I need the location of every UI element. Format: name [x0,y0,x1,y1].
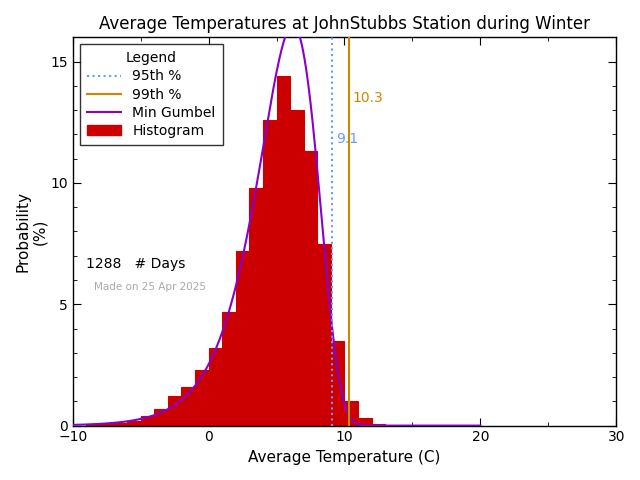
Bar [127,421,141,426]
Bar [358,418,372,426]
Bar [86,424,100,426]
Y-axis label: Probability
(%): Probability (%) [15,191,47,272]
Bar [181,387,195,426]
Bar [154,408,168,426]
Text: 9.1: 9.1 [336,132,358,146]
Text: Made on 25 Apr 2025: Made on 25 Apr 2025 [95,282,207,292]
Title: Average Temperatures at JohnStubbs Station during Winter: Average Temperatures at JohnStubbs Stati… [99,15,590,33]
X-axis label: Average Temperature (C): Average Temperature (C) [248,450,441,465]
Bar [331,341,344,426]
Bar [290,110,304,426]
Legend: 95th %, 99th %, Min Gumbel, Histogram: 95th %, 99th %, Min Gumbel, Histogram [79,44,223,145]
Bar [141,416,154,426]
Bar [317,243,331,426]
Bar [236,251,250,426]
Bar [304,151,317,426]
Bar [250,188,263,426]
Bar [263,120,276,426]
Bar [113,423,127,426]
Bar [222,312,236,426]
Text: 1288   # Days: 1288 # Days [86,257,186,271]
Bar [276,76,290,426]
Bar [195,370,209,426]
Bar [209,348,222,426]
Bar [100,424,113,426]
Bar [168,396,181,426]
Bar [372,424,385,426]
Text: 10.3: 10.3 [353,91,383,105]
Bar [344,401,358,426]
